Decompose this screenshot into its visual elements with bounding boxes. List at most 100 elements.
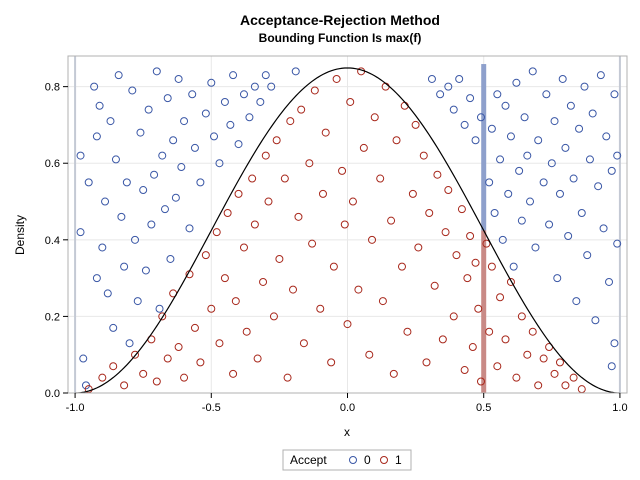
point-accept-1-99: [506, 277, 515, 286]
point-accept-1-108: [555, 358, 564, 367]
x-tick-label-1: -0.5: [202, 402, 221, 414]
point-accept-1-38: [286, 117, 295, 126]
point-accept-1-5: [139, 369, 148, 378]
point-accept-0-49: [226, 120, 235, 129]
point-accept-1-75: [419, 151, 428, 160]
point-accept-0-50: [229, 71, 238, 80]
point-accept-0-64: [460, 120, 469, 129]
point-accept-1-25: [239, 243, 248, 252]
point-accept-1-7: [152, 377, 161, 386]
legend-marker-0: [349, 456, 357, 464]
point-accept-1-48: [321, 128, 330, 137]
point-accept-0-14: [111, 155, 120, 164]
point-accept-1-102: [523, 350, 532, 359]
point-accept-0-16: [117, 212, 126, 221]
point-accept-0-115: [613, 239, 622, 248]
point-accept-1-44: [308, 239, 317, 248]
point-accept-0-82: [523, 151, 532, 160]
point-accept-0-91: [550, 117, 559, 126]
point-accept-1-49: [327, 358, 336, 367]
point-accept-1-71: [403, 327, 412, 336]
point-accept-1-12: [180, 373, 189, 382]
point-accept-1-105: [539, 354, 548, 363]
point-accept-0-36: [171, 193, 180, 202]
point-accept-1-98: [501, 335, 510, 344]
point-accept-1-52: [338, 166, 347, 175]
point-accept-1-93: [482, 239, 491, 248]
point-accept-0-21: [131, 235, 140, 244]
point-accept-0-13: [109, 323, 118, 332]
point-accept-1-41: [297, 105, 306, 114]
point-accept-1-84: [452, 251, 461, 260]
point-accept-0-20: [128, 86, 137, 95]
point-accept-1-100: [512, 373, 521, 382]
point-accept-1-66: [387, 216, 396, 225]
point-accept-1-11: [174, 343, 183, 352]
point-accept-0-57: [267, 82, 276, 91]
point-accept-1-15: [196, 358, 205, 367]
point-accept-1-21: [223, 209, 232, 218]
point-accept-1-22: [229, 369, 238, 378]
point-accept-0-12: [106, 117, 115, 126]
point-accept-0-96: [564, 231, 573, 240]
point-accept-0-15: [114, 71, 123, 80]
point-accept-0-114: [610, 90, 619, 99]
point-accept-0-103: [583, 251, 592, 260]
point-accept-0-107: [594, 182, 603, 191]
point-accept-1-79: [433, 170, 442, 179]
point-accept-0-66: [471, 136, 480, 145]
point-accept-0-74: [501, 101, 510, 110]
point-accept-0-110: [602, 132, 611, 141]
point-accept-1-91: [474, 304, 483, 313]
point-accept-0-75: [504, 189, 513, 198]
point-accept-1-4: [131, 350, 140, 359]
point-accept-1-20: [220, 274, 229, 283]
point-accept-1-104: [534, 381, 543, 390]
point-accept-1-64: [378, 297, 387, 306]
point-accept-1-88: [466, 231, 475, 240]
point-accept-1-81: [441, 228, 450, 237]
point-accept-1-1: [98, 373, 107, 382]
point-accept-1-35: [275, 254, 284, 263]
point-accept-0-93: [555, 189, 564, 198]
point-accept-0-10: [101, 197, 110, 206]
legend-title: Accept: [290, 453, 327, 467]
point-accept-1-76: [422, 358, 431, 367]
point-accept-1-80: [438, 335, 447, 344]
point-accept-1-103: [528, 327, 537, 336]
point-accept-0-97: [566, 101, 575, 110]
point-accept-0-85: [531, 243, 540, 252]
point-accept-1-110: [569, 373, 578, 382]
legend-label-0: 0: [364, 453, 371, 467]
point-accept-0-108: [596, 71, 605, 80]
point-accept-0-100: [575, 124, 584, 133]
point-accept-0-33: [163, 94, 172, 103]
point-accept-0-0: [76, 228, 85, 237]
point-accept-1-2: [109, 362, 118, 371]
point-accept-1-14: [190, 323, 199, 332]
point-accept-1-72: [408, 189, 417, 198]
legend-frame: [282, 449, 412, 471]
x-tick-label-4: 1.0: [612, 402, 627, 414]
x-tick-label-2: 0.0: [340, 402, 355, 414]
legend: Accept 0 1: [282, 449, 412, 471]
point-accept-1-56: [348, 197, 357, 206]
point-accept-1-111: [577, 385, 586, 394]
point-accept-0-109: [599, 224, 608, 233]
point-accept-0-106: [591, 316, 600, 325]
point-accept-0-37: [174, 74, 183, 83]
point-accept-0-32: [160, 205, 169, 214]
point-accept-1-92: [476, 377, 485, 386]
point-accept-1-97: [496, 293, 505, 302]
point-accept-0-6: [92, 274, 101, 283]
point-accept-0-62: [449, 105, 458, 114]
point-accept-0-102: [580, 82, 589, 91]
point-accept-1-37: [283, 373, 292, 382]
point-accept-0-18: [122, 178, 131, 187]
y-tick-label-0: 0.0: [45, 388, 60, 400]
point-accept-0-94: [558, 74, 567, 83]
point-accept-0-38: [177, 163, 186, 172]
point-accept-1-26: [242, 327, 251, 336]
